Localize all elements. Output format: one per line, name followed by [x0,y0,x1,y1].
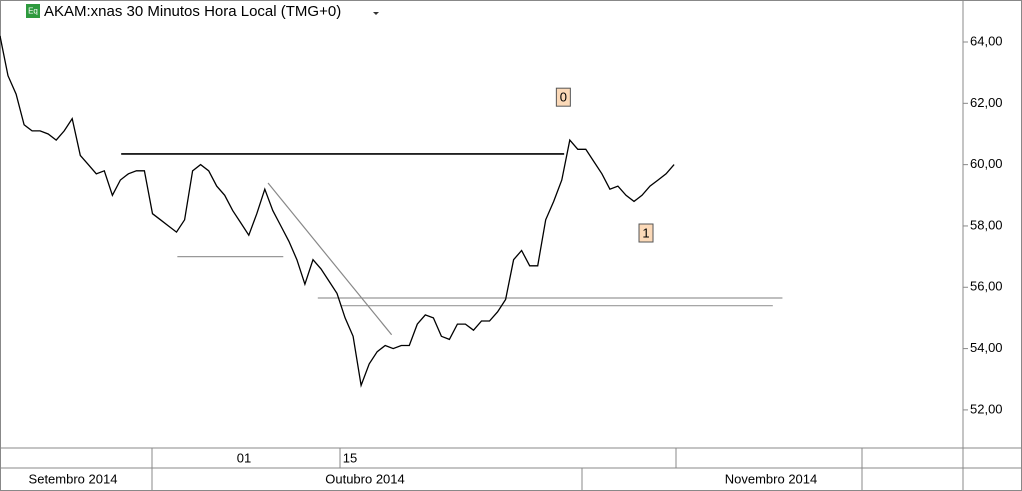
x-month-label: Novembro 2014 [725,471,818,486]
y-tick-label: 60,00 [970,156,1003,171]
dropdown-arrow[interactable] [373,12,379,15]
price-line [0,35,675,388]
annotation-box [555,87,571,107]
x-month-label: Outubro 2014 [325,471,405,486]
badge-icon [26,4,40,18]
x-day-label: 15 [343,450,357,465]
y-tick-label: 52,00 [970,401,1003,416]
badge: Eq [28,7,38,16]
y-tick-label: 56,00 [970,279,1003,294]
annotation-label: 1 [642,225,649,240]
annotation-box [638,223,654,243]
x-day-label: 01 [237,450,251,465]
y-tick-label: 58,00 [970,217,1003,232]
chart-title[interactable]: AKAM:xnas 30 Minutos Hora Local (TMG+0) [44,3,341,20]
y-tick-label: 62,00 [970,95,1003,110]
x-month-label: Setembro 2014 [29,471,118,486]
y-tick-label: 64,00 [970,33,1003,48]
drawn-line [267,182,393,336]
y-tick-label: 54,00 [970,340,1003,355]
annotation-label: 0 [560,90,567,105]
